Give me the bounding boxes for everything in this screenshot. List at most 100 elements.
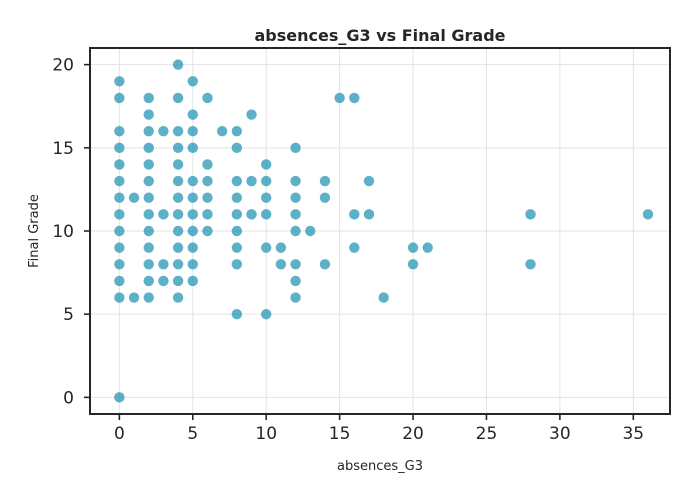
scatter-point	[143, 159, 154, 170]
scatter-point	[231, 125, 243, 137]
scatter-point	[187, 76, 198, 87]
scatter-point	[143, 125, 154, 137]
scatter-point	[172, 292, 184, 303]
scatter-point	[172, 59, 184, 70]
y-tick-label: 10	[52, 222, 74, 242]
scatter-point	[114, 159, 125, 170]
y-tick-label: 0	[63, 388, 74, 408]
scatter-point	[231, 242, 243, 253]
scatter-point	[187, 142, 198, 154]
scatter-point	[261, 192, 272, 203]
scatter-point	[172, 92, 184, 104]
x-tick-label: 0	[114, 424, 125, 444]
scatter-point	[290, 192, 301, 203]
scatter-point	[114, 92, 125, 104]
scatter-point	[143, 292, 154, 303]
scatter-point	[143, 142, 154, 154]
y-tick-label: 20	[52, 56, 74, 76]
scatter-point	[128, 292, 140, 303]
scatter-point	[158, 125, 169, 137]
scatter-point	[525, 259, 536, 270]
data-points	[114, 59, 654, 403]
x-tick-label: 35	[622, 424, 644, 444]
scatter-point	[143, 259, 154, 270]
scatter-point	[642, 209, 654, 220]
scatter-point	[114, 242, 125, 253]
scatter-point	[231, 192, 243, 203]
x-tick-label: 20	[402, 424, 424, 444]
scatter-point	[202, 192, 213, 203]
scatter-point	[246, 109, 257, 120]
scatter-point	[187, 175, 198, 187]
scatter-point	[172, 159, 184, 170]
scatter-point	[114, 76, 125, 87]
scatter-point	[202, 159, 213, 170]
scatter-point	[378, 292, 389, 303]
scatter-point	[172, 192, 184, 203]
scatter-point	[261, 175, 272, 187]
scatter-point	[422, 242, 433, 253]
scatter-point	[114, 192, 125, 203]
scatter-point	[231, 225, 243, 237]
scatter-point	[290, 142, 301, 154]
scatter-point	[407, 242, 419, 253]
scatter-point	[114, 225, 125, 237]
scatter-point	[172, 142, 184, 154]
scatter-point	[290, 292, 301, 303]
scatter-point	[172, 125, 184, 137]
scatter-point	[261, 308, 272, 320]
scatter-point	[231, 209, 243, 220]
scatter-point	[187, 109, 198, 120]
chart-title: absences_G3 vs Final Grade	[254, 26, 505, 45]
scatter-point	[143, 175, 154, 187]
x-tick-label: 10	[255, 424, 277, 444]
scatter-point	[349, 209, 360, 220]
x-tick-label: 30	[549, 424, 571, 444]
scatter-point	[128, 192, 140, 203]
scatter-point	[305, 225, 316, 237]
scatter-point	[114, 392, 125, 403]
scatter-point	[172, 225, 184, 237]
scatter-point	[143, 209, 154, 220]
scatter-point	[261, 159, 272, 170]
scatter-point	[187, 225, 198, 237]
scatter-point	[319, 175, 331, 187]
scatter-point	[187, 125, 198, 137]
scatter-point	[143, 109, 154, 120]
scatter-point	[172, 259, 184, 270]
scatter-point	[158, 259, 169, 270]
scatter-point	[290, 275, 301, 287]
scatter-point	[290, 175, 301, 187]
scatter-point	[407, 259, 419, 270]
scatter-point	[275, 242, 287, 253]
y-axis-ticks: 0 5 10 15 20	[52, 56, 90, 408]
scatter-point	[187, 275, 198, 287]
scatter-point	[143, 242, 154, 253]
scatter-point	[172, 175, 184, 187]
y-axis-label: Final Grade	[27, 194, 42, 268]
scatter-point	[275, 259, 287, 270]
x-tick-label: 15	[329, 424, 351, 444]
scatter-point	[187, 259, 198, 270]
scatter-point	[114, 142, 125, 154]
y-tick-label: 15	[52, 139, 74, 159]
grid-lines	[90, 48, 670, 414]
scatter-point	[246, 209, 257, 220]
scatter-point	[363, 175, 375, 187]
scatter-point	[187, 242, 198, 253]
scatter-point	[114, 175, 125, 187]
scatter-point	[187, 192, 198, 203]
scatter-point	[216, 125, 228, 137]
scatter-point	[290, 225, 301, 237]
scatter-point	[290, 209, 301, 220]
scatter-point	[231, 142, 243, 154]
x-tick-label: 25	[476, 424, 498, 444]
scatter-point	[172, 209, 184, 220]
scatter-point	[202, 175, 213, 187]
scatter-point	[202, 225, 213, 237]
scatter-point	[158, 275, 169, 287]
scatter-point	[246, 175, 257, 187]
scatter-point	[349, 242, 360, 253]
scatter-point	[114, 125, 125, 137]
scatter-point	[114, 275, 125, 287]
